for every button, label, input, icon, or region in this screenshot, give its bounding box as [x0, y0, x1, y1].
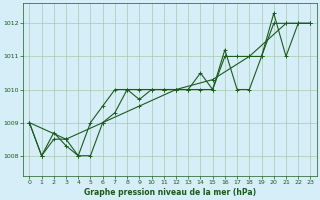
X-axis label: Graphe pression niveau de la mer (hPa): Graphe pression niveau de la mer (hPa) [84, 188, 256, 197]
